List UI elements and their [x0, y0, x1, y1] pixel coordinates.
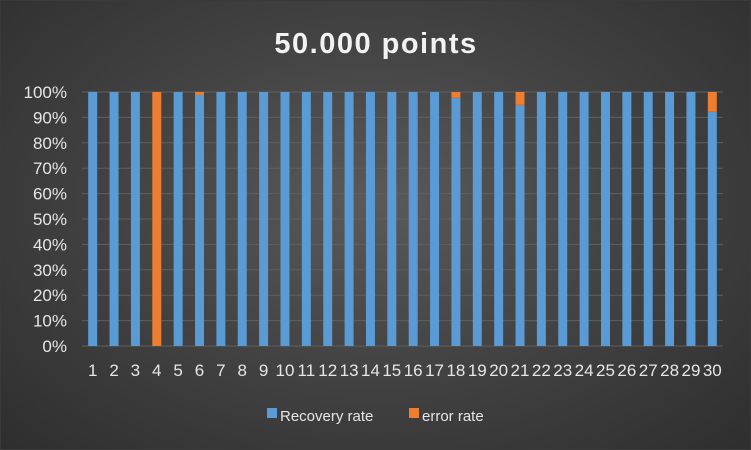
x-tick-label: 24 [575, 361, 594, 380]
bar-recovery-24 [579, 92, 589, 346]
y-tick-label: 30% [33, 261, 67, 280]
bar-error-4 [152, 92, 162, 346]
x-tick-label: 16 [404, 361, 423, 380]
y-tick-label: 0% [42, 337, 67, 356]
chart-title: 50.000 points [274, 28, 477, 60]
bar-recovery-11 [301, 92, 311, 346]
x-tick-label: 7 [216, 361, 225, 380]
x-tick-label: 22 [532, 361, 551, 380]
y-tick-label: 60% [33, 185, 67, 204]
x-tick-label: 14 [361, 361, 380, 380]
x-tick-label: 9 [259, 361, 268, 380]
x-tick-label: 30 [703, 361, 722, 380]
gridlines [82, 91, 723, 347]
bar-recovery-23 [558, 92, 568, 346]
x-tick-label: 28 [660, 361, 679, 380]
x-tick-label: 11 [298, 361, 316, 380]
y-tick-label: 80% [33, 134, 67, 153]
legend-label-recovery: Recovery rate [280, 408, 373, 425]
x-tick-label: 19 [468, 361, 487, 380]
x-tick-label: 21 [511, 361, 530, 380]
bar-recovery-14 [365, 92, 375, 346]
bar-recovery-22 [536, 92, 546, 346]
bar-recovery-25 [600, 92, 610, 346]
x-tick-label: 15 [382, 361, 401, 380]
bar-recovery-1 [88, 92, 98, 346]
bar-recovery-2 [109, 92, 119, 346]
bar-recovery-26 [622, 92, 632, 346]
bar-recovery-18 [451, 97, 461, 346]
y-tick-label: 50% [33, 210, 67, 229]
x-tick-label: 8 [238, 361, 247, 380]
bar-recovery-17 [430, 92, 440, 346]
x-tick-label: 18 [446, 361, 465, 380]
bar-recovery-21 [515, 104, 525, 346]
bar-recovery-28 [665, 92, 675, 346]
bar-recovery-16 [408, 92, 418, 346]
bar-recovery-8 [237, 92, 247, 346]
bar-recovery-13 [344, 92, 354, 346]
y-tick-label: 20% [33, 286, 67, 305]
bar-recovery-6 [195, 94, 205, 346]
bar-recovery-5 [173, 92, 183, 346]
x-tick-label: 27 [639, 361, 658, 380]
bar-recovery-27 [643, 92, 653, 346]
bar-error-21 [515, 92, 525, 105]
x-tick-label: 13 [340, 361, 359, 380]
x-tick-label: 12 [318, 361, 337, 380]
y-tick-label: 70% [33, 159, 67, 178]
y-axis-ticks: 0% 10% 20% 30% 40% 50% 60% 70% 80% 90% 100% [24, 83, 67, 356]
bar-recovery-15 [387, 92, 397, 346]
bar-recovery-20 [494, 92, 504, 346]
x-tick-label: 25 [596, 361, 615, 380]
bar-recovery-30 [707, 111, 717, 346]
y-tick-label: 10% [33, 312, 67, 331]
bar-recovery-19 [472, 92, 482, 346]
bars [88, 92, 717, 346]
bar-recovery-29 [686, 92, 696, 346]
x-tick-label: 4 [152, 361, 161, 380]
bar-recovery-9 [259, 92, 269, 346]
x-tick-label: 20 [489, 361, 508, 380]
y-tick-label: 40% [33, 235, 67, 254]
x-axis-ticks: 1 2 3 4 5 6 7 8 9 10 11 12 13 14 15 16 17 18 19 20 21 22 23 24 2… [88, 361, 722, 380]
bar-recovery-10 [280, 92, 290, 346]
y-tick-label: 100% [24, 83, 67, 102]
legend: Recovery rate error rate [267, 408, 484, 425]
x-tick-label: 10 [276, 361, 295, 380]
x-tick-label: 26 [617, 361, 636, 380]
x-tick-label: 23 [553, 361, 572, 380]
x-tick-label: 3 [131, 361, 140, 380]
x-tick-label: 17 [425, 361, 444, 380]
y-tick-label: 90% [33, 108, 67, 127]
x-tick-label: 6 [195, 361, 204, 380]
bar-recovery-7 [216, 92, 226, 346]
legend-swatch-recovery [267, 408, 277, 418]
legend-label-error: error rate [422, 408, 484, 425]
bar-error-18 [451, 92, 461, 98]
x-tick-label: 2 [109, 361, 118, 380]
legend-swatch-error [409, 408, 419, 418]
x-tick-label: 29 [681, 361, 700, 380]
bar-error-6 [195, 92, 205, 95]
bar-recovery-12 [323, 92, 333, 346]
x-tick-label: 5 [173, 361, 182, 380]
bar-recovery-3 [130, 92, 140, 346]
x-tick-label: 1 [88, 361, 97, 380]
bar-error-30 [707, 92, 717, 112]
